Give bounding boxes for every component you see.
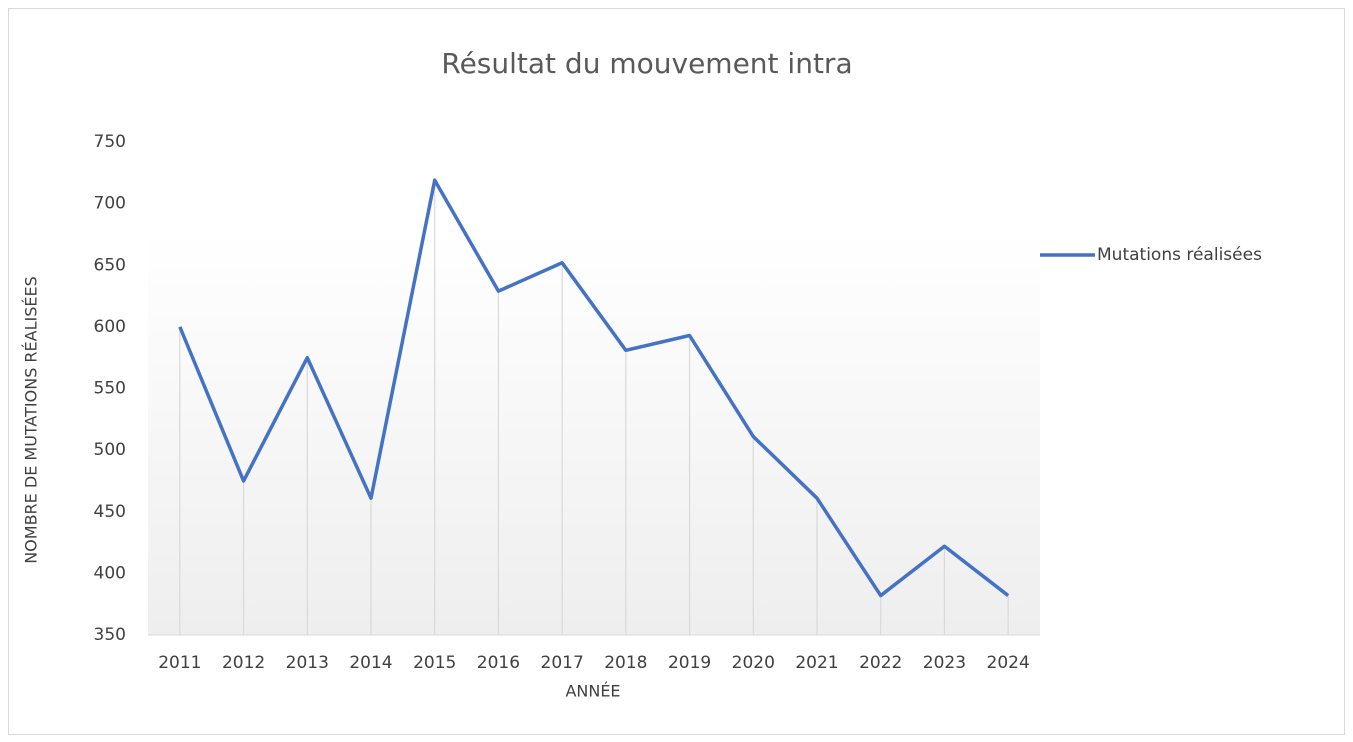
x-axis-label: ANNÉE (565, 682, 620, 701)
plot-background (148, 230, 1040, 635)
chart-title: Résultat du mouvement intra (441, 47, 852, 80)
x-tick-label: 2022 (859, 653, 902, 673)
x-tick-label: 2011 (158, 653, 201, 673)
x-tick-label: 2024 (987, 653, 1030, 673)
x-tick-label: 2015 (413, 653, 456, 673)
y-axis-label: NOMBRE DE MUTATIONS RÉALISÉES (22, 276, 41, 564)
x-tick-label: 2017 (541, 653, 584, 673)
x-tick-label: 2013 (286, 653, 329, 673)
y-tick-label: 750 (94, 132, 126, 152)
x-tick-label: 2012 (222, 653, 265, 673)
y-tick-label: 650 (94, 255, 126, 275)
legend-label: Mutations réalisées (1097, 245, 1262, 265)
y-tick-label: 400 (94, 563, 126, 583)
y-tick-label: 700 (94, 194, 126, 214)
x-tick-label: 2023 (923, 653, 966, 673)
y-tick-label: 600 (94, 317, 126, 337)
y-tick-label: 500 (94, 440, 126, 460)
x-tick-label: 2016 (477, 653, 520, 673)
x-tick-label: 2020 (732, 653, 775, 673)
data-line (178, 178, 1010, 598)
x-tick-label: 2014 (349, 653, 392, 673)
y-tick-label: 450 (94, 502, 126, 522)
y-tick-label: 550 (94, 379, 126, 399)
x-tick-label: 2021 (795, 653, 838, 673)
y-tick-label: 350 (94, 625, 126, 645)
x-tick-label: 2019 (668, 653, 711, 673)
x-tick-label: 2018 (604, 653, 647, 673)
